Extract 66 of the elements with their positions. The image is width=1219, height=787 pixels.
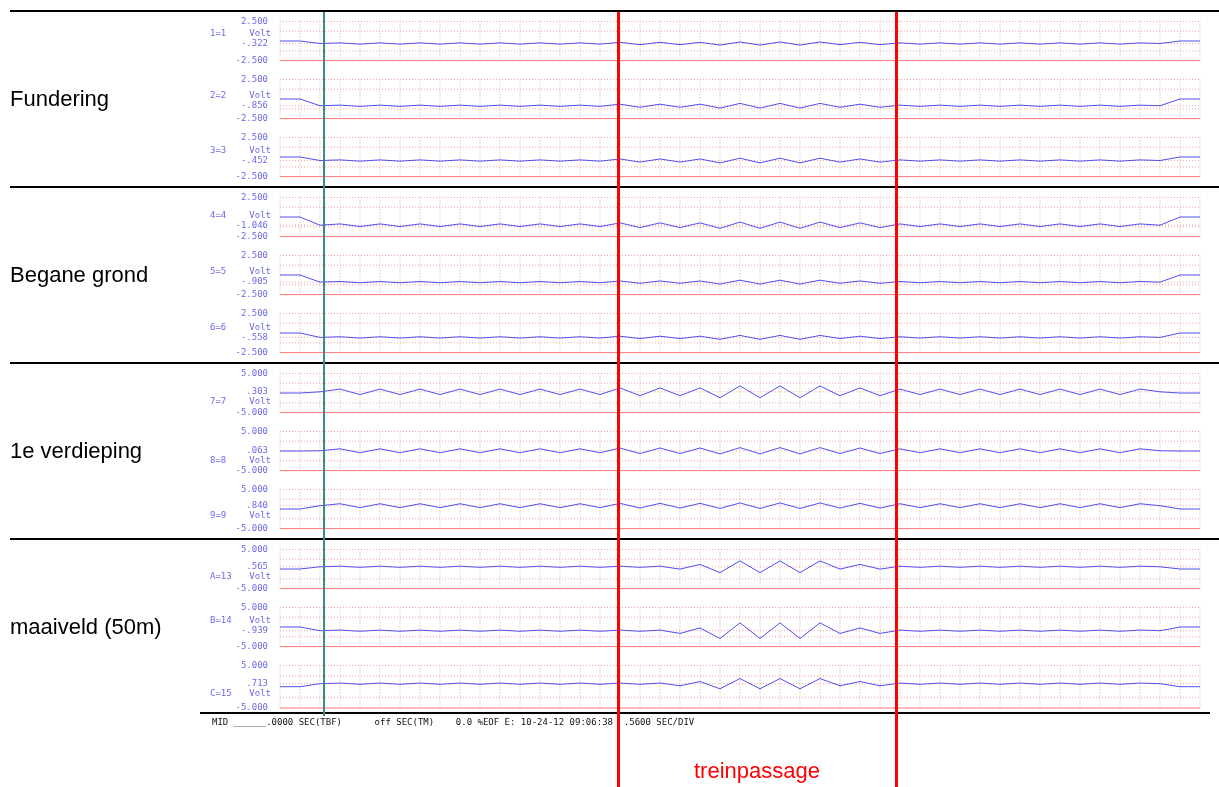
y-tick-label: -.558 (240, 331, 268, 342)
text: 1e verdieping (10, 438, 143, 464)
text: Volt (249, 266, 271, 277)
y-tick-label: -2.500 (235, 112, 268, 123)
y-tick-label: -.939 (240, 625, 268, 636)
y-tick-label: -2.500 (235, 230, 268, 241)
y-tick-label: -.322 (240, 37, 268, 48)
text: Fundering (10, 86, 110, 112)
y-tick-label: -.905 (240, 276, 268, 287)
y-tick-label: 5.000 (240, 483, 268, 494)
y-axis-title: B=14 (210, 615, 232, 626)
text: Volt (249, 615, 271, 626)
text: Volt (249, 209, 271, 220)
y-axis-title: 1=1 (210, 27, 227, 38)
y-tick-label: .565 (246, 561, 268, 572)
y-axis-title: 3=3 (210, 144, 227, 155)
text: Volt (249, 396, 271, 407)
text: Volt (249, 27, 271, 38)
y-axis-title: 8=8 (210, 455, 227, 466)
y-tick-label: -2.500 (235, 346, 268, 357)
y-tick-label: -5.000 (235, 640, 268, 651)
y-tick-label: .713 (246, 678, 268, 689)
text: Volt (249, 144, 271, 155)
y-tick-label: -5.000 (235, 702, 268, 713)
text: treinpassage (694, 758, 820, 784)
y-axis-title: 4=4 (210, 209, 227, 220)
y-tick-label: -5.000 (235, 406, 268, 417)
y-axis-title: 5=5 (210, 266, 227, 277)
y-tick-label: .303 (246, 386, 268, 397)
y-tick-label: 5.000 (240, 659, 268, 670)
y-axis-title: 2=2 (210, 90, 227, 101)
y-tick-label: .063 (246, 445, 268, 456)
y-tick-label: -.452 (240, 154, 268, 165)
text: MID ______.0000 SEC(TBF) off SEC(TM) 0.0 %EOF E: 10-24-12 09:06:38 .5600 SEC/DIV (212, 717, 695, 728)
y-tick-label: -2.500 (235, 288, 268, 299)
y-axis-title: A=13 (210, 571, 232, 582)
y-tick-label: 2.500 (240, 131, 268, 142)
text: Volt (249, 455, 271, 466)
text: Begane grond (10, 262, 149, 288)
y-tick-label: -5.000 (235, 522, 268, 533)
text: Volt (249, 90, 271, 101)
y-axis-title: 9=9 (210, 510, 227, 521)
y-tick-label: -1.046 (235, 219, 268, 230)
y-tick-label: .840 (246, 500, 268, 511)
y-tick-label: -2.500 (235, 170, 268, 181)
y-tick-label: 2.500 (240, 249, 268, 260)
y-tick-label: 5.000 (240, 601, 268, 612)
text: Volt (249, 321, 271, 332)
y-tick-label: 5.000 (240, 425, 268, 436)
y-axis-title: 6=6 (210, 321, 227, 332)
text: Volt (249, 510, 271, 521)
text: Volt (249, 688, 271, 699)
y-axis-title: C=15 (210, 688, 232, 699)
y-tick-label: -5.000 (235, 464, 268, 475)
y-tick-label: 2.500 (240, 73, 268, 84)
y-tick-label: 2.500 (240, 191, 268, 202)
y-tick-label: -2.500 (235, 54, 268, 65)
y-tick-label: 5.000 (240, 367, 268, 378)
y-axis-title: 7=7 (210, 396, 227, 407)
text: Volt (249, 571, 271, 582)
text: maaiveld (50m) (10, 614, 162, 640)
y-tick-label: -5.000 (235, 582, 268, 593)
y-tick-label: -.856 (240, 100, 268, 111)
y-tick-label: 2.500 (240, 307, 268, 318)
y-tick-label: 2.500 (240, 15, 268, 26)
y-tick-label: 5.000 (240, 543, 268, 554)
